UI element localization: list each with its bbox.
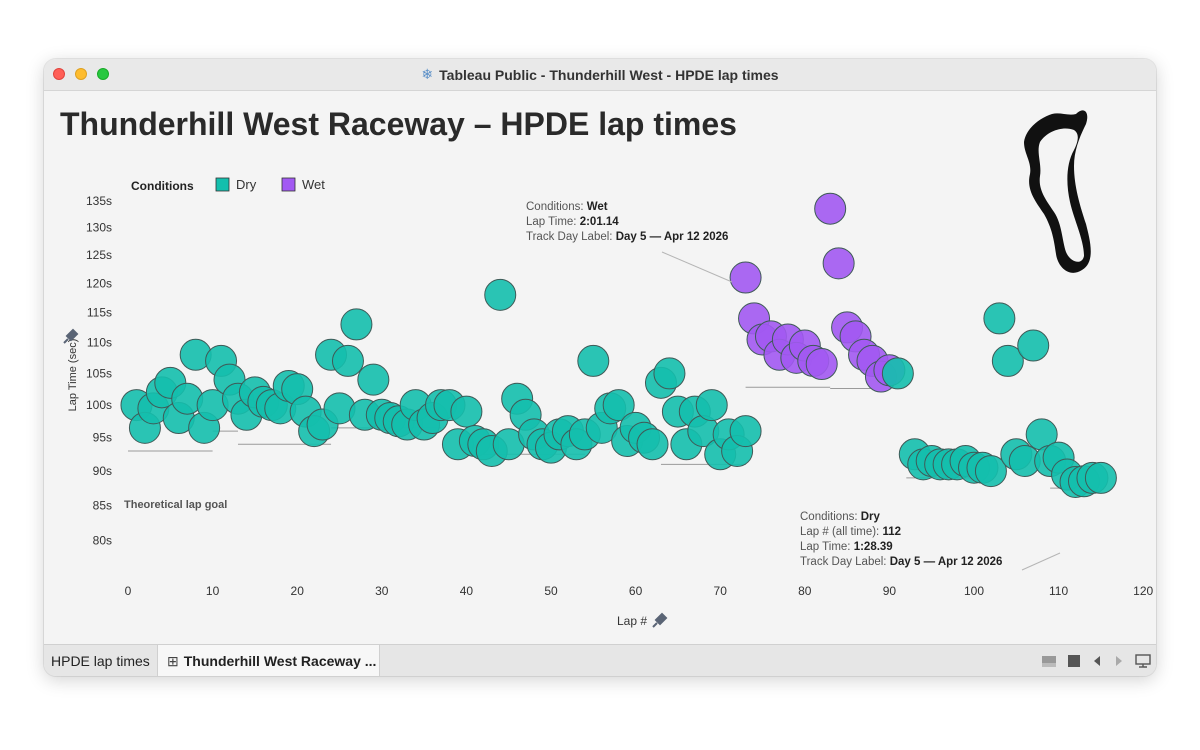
- data-point-dry[interactable]: [484, 278, 517, 311]
- x-tick-label: 50: [544, 584, 558, 598]
- data-point-wet[interactable]: [814, 192, 847, 225]
- x-tick-label: 10: [206, 584, 220, 598]
- tooltip-leader: [1021, 552, 1061, 571]
- dashboard-title: Thunderhill West Raceway – HPDE lap time…: [60, 106, 737, 142]
- tooltip-wet-line: Conditions: Wet: [526, 201, 608, 213]
- zoom-window-button[interactable]: [97, 68, 109, 80]
- scatter-chart: Thunderhill West Raceway – HPDE lap time…: [60, 106, 1154, 628]
- legend-label-wet: Wet: [302, 177, 325, 192]
- legend-label-dry: Dry: [236, 177, 257, 192]
- y-tick-label: 120s: [86, 276, 112, 290]
- tooltip-wet-line: Track Day Label: Day 5 — Apr 12 2026: [526, 231, 728, 243]
- data-point-dry[interactable]: [695, 389, 728, 422]
- legend-swatch-dry[interactable]: [215, 177, 230, 192]
- tab-dashboard[interactable]: ⊞ Thunderhill West Raceway ...: [158, 645, 380, 676]
- x-tick-label: 100: [964, 584, 984, 598]
- x-tick-label: 40: [460, 584, 474, 598]
- dashboard-grid-icon: ⊞: [167, 652, 179, 669]
- tooltip-dry-line: Conditions: Dry: [800, 511, 881, 523]
- title-bar: ❄ Tableau Public - Thunderhill West - HP…: [44, 59, 1156, 91]
- x-axis-title: Lap #: [617, 614, 647, 628]
- data-point-dry[interactable]: [357, 363, 390, 396]
- y-tick-label: 105s: [86, 366, 112, 380]
- y-tick-label: 85s: [93, 498, 112, 512]
- tab-label: HPDE lap times: [51, 653, 150, 669]
- data-point-dry[interactable]: [881, 357, 914, 390]
- x-tick-label: 20: [291, 584, 305, 598]
- app-window: ❄ Tableau Public - Thunderhill West - HP…: [44, 59, 1156, 676]
- data-point-dry[interactable]: [983, 302, 1016, 335]
- tooltip-dry-line: Lap Time: 1:28.39: [800, 541, 893, 553]
- y-tick-label: 125s: [86, 248, 112, 262]
- data-point-dry[interactable]: [1017, 329, 1050, 362]
- y-tick-label: 115s: [87, 305, 112, 319]
- goal-label: Theoretical lap goal: [124, 499, 227, 511]
- data-point-dry[interactable]: [974, 455, 1007, 488]
- minimize-window-button[interactable]: [75, 68, 87, 80]
- tab-hpde-lap-times[interactable]: HPDE lap times: [44, 645, 158, 676]
- data-point-dry[interactable]: [991, 344, 1024, 377]
- data-point-dry[interactable]: [331, 344, 364, 377]
- tooltip-dry-line: Track Day Label: Day 5 — Apr 12 2026: [800, 556, 1002, 568]
- x-tick-label: 0: [125, 584, 132, 598]
- data-point-dry[interactable]: [577, 344, 610, 377]
- legend-swatch-wet[interactable]: [281, 177, 296, 192]
- tooltip-leader: [661, 251, 733, 283]
- data-point-dry[interactable]: [450, 395, 483, 428]
- x-tick-label: 80: [798, 584, 812, 598]
- window-title: Tableau Public - Thunderhill West - HPDE…: [439, 66, 779, 83]
- layout-icon[interactable]: [1040, 645, 1058, 676]
- presentation-icon[interactable]: [1134, 645, 1152, 676]
- sheet-tab-bar: HPDE lap times ⊞ Thunderhill West Racewa…: [44, 644, 1156, 676]
- track-outline-icon: [1024, 110, 1091, 273]
- pin-icon[interactable]: [652, 612, 668, 628]
- prev-icon[interactable]: [1090, 645, 1104, 676]
- data-point-dry[interactable]: [653, 357, 686, 390]
- data-point-wet[interactable]: [805, 348, 838, 381]
- y-tick-label: 135s: [86, 194, 112, 208]
- tooltip-dry-line: Lap # (all time): 112: [800, 526, 901, 538]
- next-icon[interactable]: [1112, 645, 1126, 676]
- data-point-dry[interactable]: [1084, 461, 1117, 494]
- data-point-dry[interactable]: [340, 308, 373, 341]
- tab-label: Thunderhill West Raceway ...: [183, 653, 377, 669]
- y-tick-label: 90s: [93, 464, 112, 478]
- x-tick-label: 120: [1133, 584, 1153, 598]
- pin-icon[interactable]: [63, 328, 79, 344]
- data-point-wet[interactable]: [822, 247, 855, 280]
- y-tick-label: 80s: [93, 534, 112, 548]
- data-point-dry[interactable]: [602, 389, 635, 422]
- tableau-snowflake-icon: ❄: [421, 66, 434, 82]
- y-tick-label: 100s: [86, 398, 112, 412]
- y-tick-label: 130s: [86, 220, 112, 234]
- stop-icon[interactable]: [1066, 645, 1082, 676]
- y-tick-label: 110s: [87, 336, 112, 350]
- x-tick-label: 110: [1049, 584, 1068, 598]
- data-point-dry[interactable]: [729, 415, 762, 448]
- legend-title: Conditions: [131, 179, 194, 193]
- x-tick-label: 60: [629, 584, 643, 598]
- data-point-dry[interactable]: [636, 428, 669, 461]
- y-tick-label: 95s: [93, 431, 112, 445]
- y-axis-title: Lap Time (sec): [67, 339, 79, 412]
- close-window-button[interactable]: [53, 68, 65, 80]
- x-tick-label: 90: [883, 584, 897, 598]
- x-tick-label: 70: [714, 584, 728, 598]
- x-tick-label: 30: [375, 584, 389, 598]
- data-point-wet[interactable]: [729, 261, 762, 294]
- tooltip-wet-line: Lap Time: 2:01.14: [526, 216, 619, 228]
